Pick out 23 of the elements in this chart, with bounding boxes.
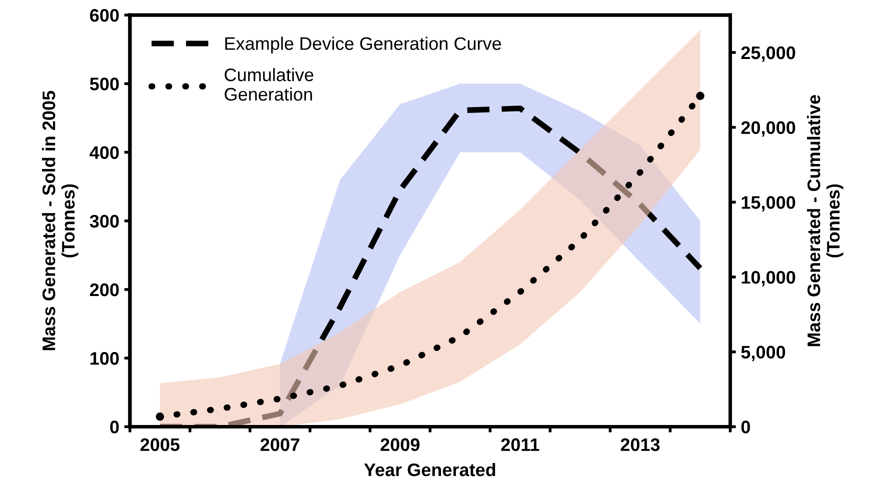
x-tick-label: 2005: [140, 438, 180, 452]
y2-tick-label: 20,000: [741, 121, 796, 137]
x-tick-label: 2013: [620, 438, 660, 452]
y-tick-label: 500: [90, 78, 119, 90]
y-tick-label: 300: [90, 214, 119, 228]
x-tick-label: 2009: [380, 438, 420, 452]
y-tick-label: 0: [110, 420, 119, 434]
y-axis-title: Mass Generated - Sold in 2005 (Tonnes): [42, 90, 78, 350]
x-axis-title: Year Generated: [364, 462, 496, 476]
y2-tick-label: 15,000: [742, 196, 796, 212]
x-tick-label: 2011: [501, 438, 540, 452]
y2-tick-label: 10,000: [742, 270, 796, 286]
y2-tick-label: 5,000: [741, 346, 786, 362]
legend-label: Cumulative Generation: [224, 68, 314, 101]
y2-axis-title: Mass Generated - Cumulative (Tonnes): [806, 95, 844, 346]
legend-label: Example Device Generation Curve: [225, 36, 501, 54]
y-tick-label: 200: [90, 283, 119, 296]
y2-tick-label: 0: [741, 420, 750, 434]
y2-tick-label: 25,000: [741, 46, 796, 62]
y-tick-label: 400: [90, 146, 119, 159]
y-tick-label: 600: [90, 8, 119, 22]
y-tick-label: 100: [90, 352, 119, 365]
x-tick-label: 2007: [260, 438, 300, 452]
